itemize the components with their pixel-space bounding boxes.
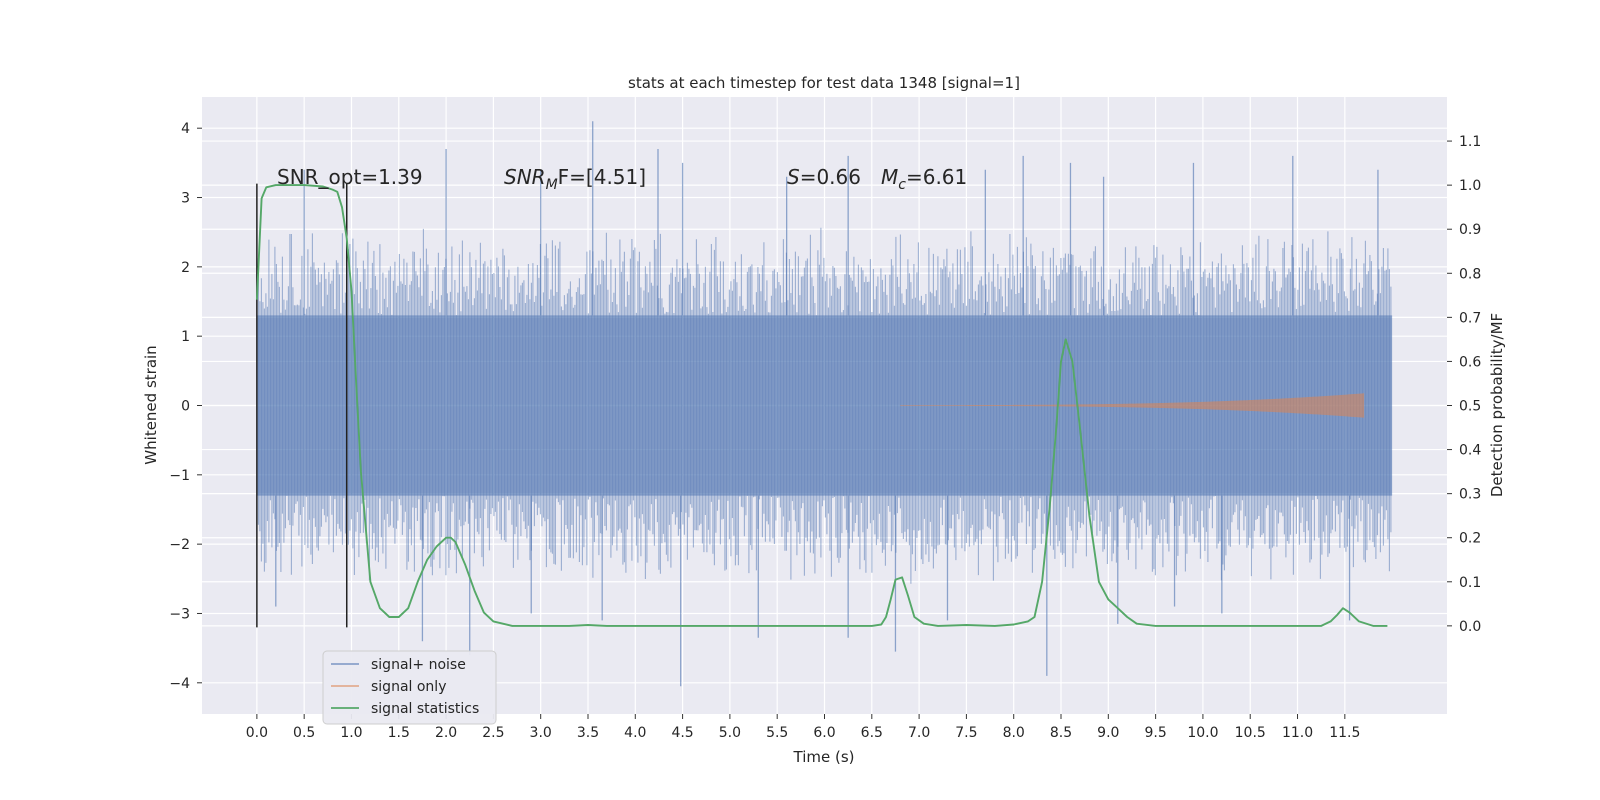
x-tick-label-21: 10.5 (1235, 725, 1266, 741)
y-left-tick-label-3: −1 (169, 468, 190, 484)
annotation-snr-mf: SNRMF=[4.51] (504, 165, 646, 193)
x-axis-ticks: 0.0 0.5 1.0 1.5 2.0 2.5 3.0 3.5 4.0 4.5 5.0 5.5 6.0 6… (246, 714, 1360, 741)
x-tick-label-11: 5.5 (766, 725, 788, 741)
y-left-tick-label-5: 1 (181, 329, 190, 345)
y-right-tick-label-10: 1.0 (1459, 178, 1481, 194)
y-right-tick-label-11: 1.1 (1459, 134, 1481, 150)
y-right-tick-label-7: 0.7 (1459, 310, 1481, 326)
y-left-tick-label-7: 3 (181, 191, 190, 207)
y-right-tick-label-4: 0.4 (1459, 443, 1481, 459)
y-right-tick-label-1: 0.1 (1459, 575, 1481, 591)
x-tick-label-18: 9.0 (1097, 725, 1119, 741)
x-tick-label-4: 2.0 (435, 725, 457, 741)
x-tick-label-13: 6.5 (861, 725, 883, 741)
annotation-snr-opt: SNR_opt=1.39 (277, 165, 423, 189)
y-right-tick-label-5: 0.5 (1459, 399, 1481, 415)
x-tick-label-19: 9.5 (1144, 725, 1166, 741)
x-tick-label-23: 11.5 (1329, 725, 1360, 741)
legend: signal+ noise signal only signal statist… (322, 650, 497, 725)
legend-label-signal-noise: signal+ noise (371, 657, 466, 673)
signal-statistics-series (255, 184, 1388, 627)
y-left-tick-label-4: 0 (181, 399, 190, 415)
marker-lines (256, 183, 348, 628)
x-tick-label-15: 7.5 (955, 725, 977, 741)
x-tick-label-2: 1.0 (340, 725, 362, 741)
x-tick-label-9: 4.5 (671, 725, 693, 741)
legend-label-signal-statistics: signal statistics (371, 701, 479, 717)
y-right-tick-label-6: 0.6 (1459, 354, 1481, 370)
x-tick-label-1: 0.5 (293, 725, 315, 741)
x-tick-label-7: 3.5 (577, 725, 599, 741)
y-right-tick-label-9: 0.9 (1459, 222, 1481, 238)
y-right-axis-ticks: 0.0 0.1 0.2 0.3 0.4 0.5 0.6 0.7 0.8 0.9 1.0 1.1 (1447, 134, 1481, 635)
y-right-axis-label: Detection probability/MF (1488, 313, 1506, 497)
y-left-axis-label: Whitened strain (142, 345, 160, 464)
x-tick-label-12: 6.0 (813, 725, 835, 741)
y-left-axis-ticks: −4 −3 −2 −1 0 1 2 3 4 (169, 121, 202, 692)
y-left-tick-label-6: 2 (181, 260, 190, 276)
y-left-tick-label-8: 4 (181, 121, 190, 137)
y-left-tick-label-2: −2 (169, 537, 190, 553)
x-tick-label-8: 4.0 (624, 725, 646, 741)
x-tick-label-6: 3.0 (530, 725, 552, 741)
signal-only-envelope (900, 393, 1365, 418)
mc-rest: =6.61 (906, 165, 967, 189)
signal-only-series (900, 393, 1365, 418)
mc-base: M (881, 165, 898, 189)
y-right-tick-label-0: 0.0 (1459, 619, 1481, 635)
snr-mf-sub: M (546, 177, 558, 193)
y-left-tick-label-0: −4 (169, 676, 190, 692)
x-tick-label-20: 10.0 (1187, 725, 1218, 741)
x-tick-label-16: 8.0 (1003, 725, 1025, 741)
x-tick-label-5: 2.5 (482, 725, 504, 741)
legend-label-signal-only: signal only (371, 679, 446, 695)
x-axis-label: Time (s) (793, 748, 855, 766)
legend-box (322, 650, 497, 725)
y-right-tick-label-8: 0.8 (1459, 266, 1481, 282)
y-left-tick-label-1: −3 (169, 606, 190, 622)
x-tick-label-3: 1.5 (388, 725, 410, 741)
x-tick-label-10: 5.0 (719, 725, 741, 741)
s-rest: =0.66 (800, 165, 861, 189)
signal-statistics-line (255, 184, 1388, 627)
snr-mf-base: SNR (504, 165, 546, 189)
chart-title: stats at each timestep for test data 134… (628, 74, 1020, 92)
annotation-s: S=0.66 (787, 165, 861, 189)
mc-sub: c (898, 177, 906, 193)
x-tick-label-14: 7.0 (908, 725, 930, 741)
annotation-mc: Mc=6.61 (881, 165, 967, 193)
y-right-tick-label-3: 0.3 (1459, 487, 1481, 503)
x-tick-label-17: 8.5 (1050, 725, 1072, 741)
snr-mf-rest: F=[4.51] (558, 165, 646, 189)
s-base: S (787, 165, 800, 189)
x-tick-label-0: 0.0 (246, 725, 268, 741)
x-tick-label-22: 11.0 (1282, 725, 1313, 741)
y-right-tick-label-2: 0.2 (1459, 531, 1481, 547)
